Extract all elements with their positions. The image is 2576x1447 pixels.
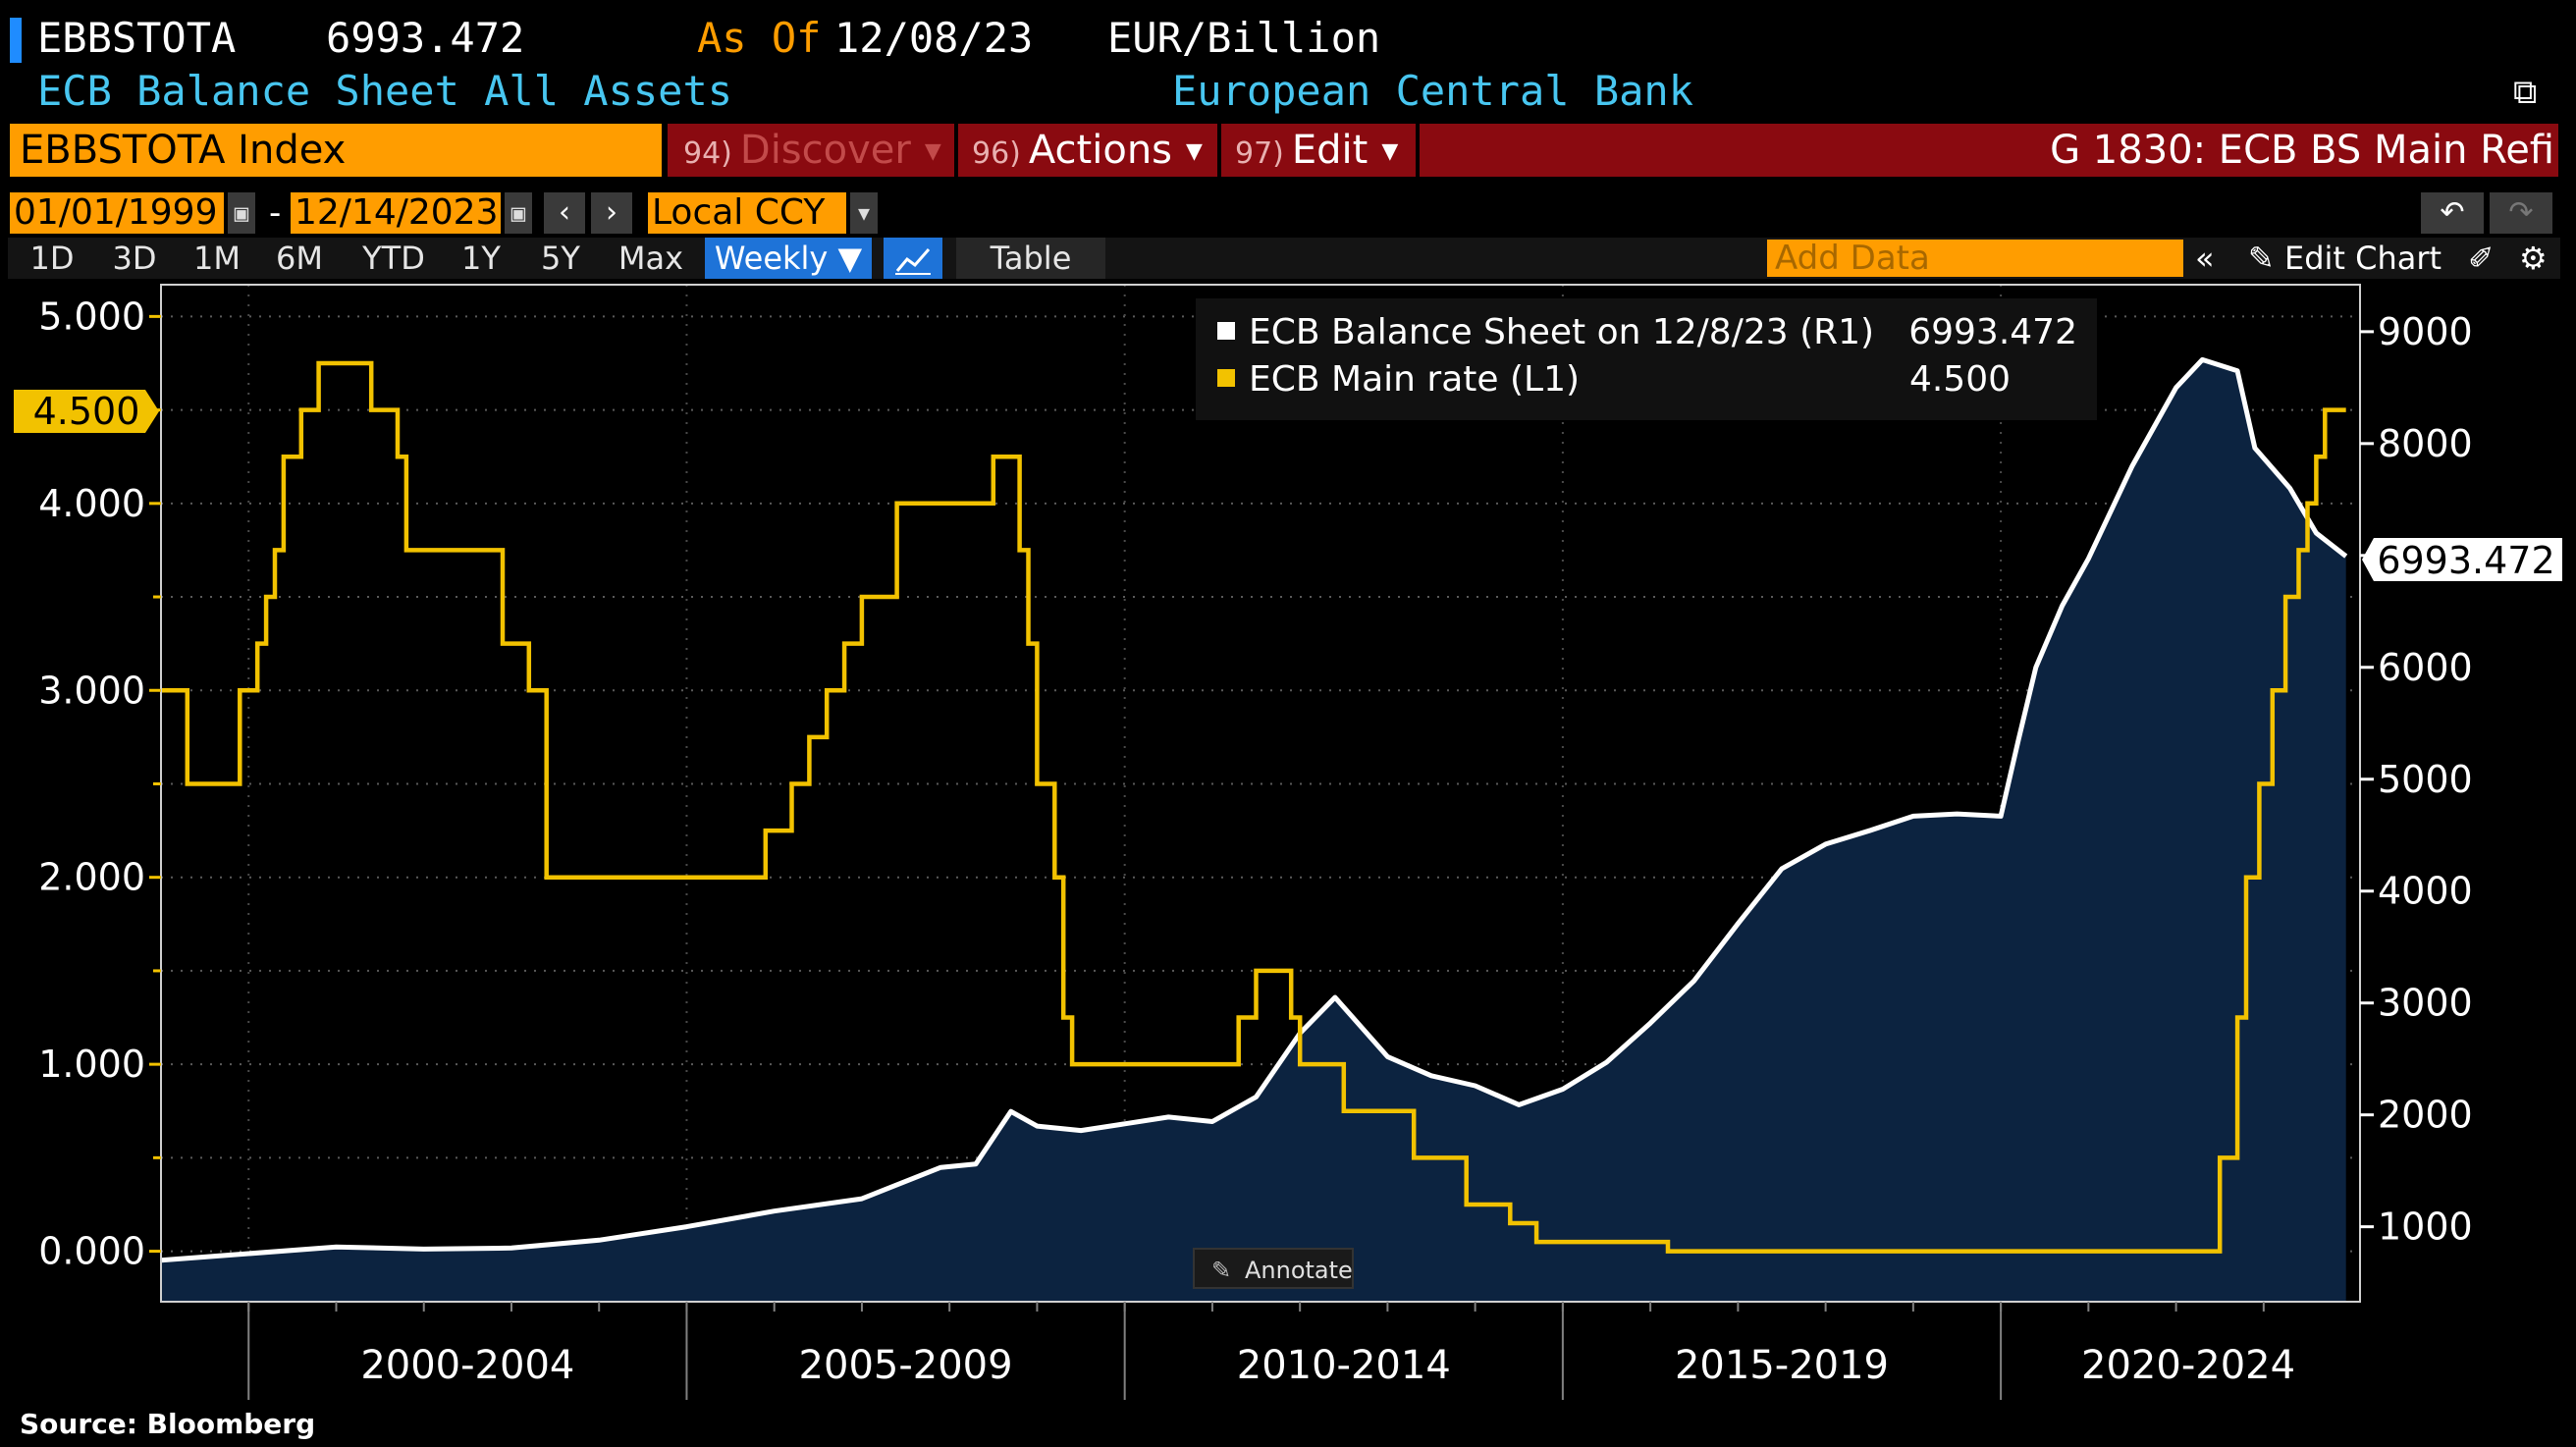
x-tick-label: 2020-2024 (2081, 1343, 2295, 1388)
right-tick-label: 5000 (2378, 758, 2473, 801)
date-separator: - (269, 193, 282, 233)
source-org: European Central Bank (1172, 67, 1694, 115)
source-note: Source: Bloomberg (20, 1408, 316, 1440)
start-date-input[interactable]: 01/01/1999 (10, 192, 224, 234)
currency-select[interactable]: Local CCY (648, 192, 846, 234)
collapse-icon[interactable]: « (2195, 240, 2215, 277)
line-chart-icon (895, 248, 931, 275)
frequency-select[interactable]: Weekly ▼ (705, 238, 872, 279)
as-of-label: As Of (697, 14, 822, 62)
edit-num: 97) (1235, 136, 1284, 171)
edit-icon[interactable]: ✐ (2468, 240, 2495, 277)
actions-label: Actions (1028, 128, 1173, 173)
divider (1416, 124, 1420, 177)
caret-down-icon[interactable]: ▼ (850, 192, 878, 234)
left-last-value: 4.500 (33, 390, 140, 433)
legend-label-main-rate: ECB Main rate (L1) (1249, 359, 1580, 400)
right-tick-label: 8000 (2378, 422, 2473, 465)
plot-frame (160, 284, 2361, 1303)
tab-ytd[interactable]: YTD (362, 240, 425, 277)
left-tick-label: 3.000 (38, 669, 145, 712)
security-field[interactable]: EBBSTOTA Index (10, 124, 662, 177)
right-tick-label: 9000 (2378, 310, 2473, 353)
caret-down-icon: ▼ (1186, 139, 1203, 164)
right-tick-label: 1000 (2378, 1206, 2473, 1249)
balance-sheet-line (160, 356, 2348, 1263)
legend: ECB Balance Sheet on 12/8/23 (R1) 6993.4… (1196, 298, 2097, 420)
edit-chart-label: Edit Chart (2283, 240, 2442, 277)
right-axis: 100020003000400050006000700080009000 (2360, 310, 2473, 1249)
legend-label-balance-sheet: ECB Balance Sheet on 12/8/23 (R1) (1249, 312, 1874, 352)
tab-max[interactable]: Max (617, 240, 684, 277)
calendar-icon[interactable]: ▣ (505, 192, 532, 234)
undo-icon[interactable]: ↶ (2421, 192, 2484, 234)
legend-value-main-rate: 4.500 (1909, 359, 2011, 400)
gear-icon[interactable]: ⚙ (2519, 240, 2548, 277)
divider (1217, 124, 1221, 177)
right-tick-label: 4000 (2378, 870, 2473, 913)
legend-swatch-balance-sheet (1217, 322, 1235, 340)
redo-icon[interactable]: ↷ (2490, 192, 2552, 234)
x-axis: 2000-2004 2005-2009 2010-2014 2015-2019 2020… (247, 1302, 2295, 1400)
edit-chart-button[interactable]: ✎ Edit Chart (2248, 238, 2442, 279)
chevron-left-icon[interactable]: ‹ (544, 192, 585, 234)
end-date-input[interactable]: 12/14/2023 (291, 192, 501, 234)
caret-down-icon: ▼ (1381, 139, 1399, 164)
right-last-value-tag: 6993.472 (2362, 538, 2562, 582)
legend-value-balance-sheet: 6993.472 (1908, 312, 2077, 352)
ticker: EBBSTOTA (37, 14, 237, 62)
tab-1y[interactable]: 1Y (461, 240, 501, 277)
last-value: 6993.472 (326, 14, 525, 62)
units: EUR/Billion (1107, 14, 1381, 62)
tab-1d[interactable]: 1D (29, 240, 75, 277)
x-tick-label: 2010-2014 (1237, 1343, 1451, 1388)
ticker-marker (10, 18, 22, 63)
right-last-value: 6993.472 (2377, 539, 2554, 582)
left-axis: 0.000 1.000 2.000 3.000 4.000 5.000 (38, 295, 161, 1273)
edit-label: Edit (1291, 128, 1368, 173)
tab-3d[interactable]: 3D (112, 240, 157, 277)
add-data-input[interactable]: Add Data (1767, 240, 2183, 277)
tab-5y[interactable]: 5Y (541, 240, 580, 277)
main-rate-line (161, 360, 2346, 1254)
x-tick-label: 2015-2019 (1675, 1343, 1889, 1388)
left-tick-label: 5.000 (38, 295, 145, 338)
caret-down-icon: ▼ (924, 139, 941, 164)
left-tick-label: 0.000 (38, 1230, 145, 1273)
annotate-label: Annotate (1245, 1257, 1353, 1284)
right-tick-label: 2000 (2378, 1094, 2473, 1137)
balance-sheet-area (161, 359, 2346, 1302)
as-of-date: 12/08/23 (834, 14, 1034, 62)
function-title: G 1830: ECB BS Main Refi (2050, 128, 2554, 173)
discover-menu[interactable]: 94) Discover ▼ (683, 124, 941, 177)
edit-menu[interactable]: 97) Edit ▼ (1235, 124, 1398, 177)
chevron-right-icon[interactable]: › (591, 192, 632, 234)
actions-menu[interactable]: 96) Actions ▼ (972, 124, 1203, 177)
right-tick-label: 6000 (2378, 646, 2473, 689)
right-tick-label: 3000 (2378, 982, 2473, 1025)
table-button[interactable]: Table (956, 238, 1105, 279)
discover-num: 94) (683, 136, 732, 171)
pencil-icon: ✎ (2248, 240, 2275, 277)
tab-6m[interactable]: 6M (276, 240, 323, 277)
left-tick-label: 2.000 (38, 856, 145, 899)
left-tick-label: 1.000 (38, 1043, 145, 1086)
left-tick-label: 4.000 (38, 482, 145, 525)
chart-type-icon[interactable] (884, 238, 942, 279)
calendar-icon[interactable]: ▣ (228, 192, 255, 234)
x-tick-label: 2000-2004 (360, 1343, 574, 1388)
actions-num: 96) (972, 136, 1021, 171)
tab-1m[interactable]: 1M (193, 240, 241, 277)
discover-label: Discover (739, 128, 911, 173)
x-tick-label: 2005-2009 (799, 1343, 1013, 1388)
annotate-button[interactable]: ✎ Annotate (1193, 1248, 1354, 1289)
popout-icon[interactable]: ⧉ (2513, 73, 2538, 112)
left-last-value-tag: 4.500 (14, 390, 159, 433)
pencil-icon: ✎ (1211, 1257, 1231, 1284)
divider (954, 124, 958, 177)
legend-swatch-main-rate (1217, 369, 1235, 387)
security-description: ECB Balance Sheet All Assets (37, 67, 733, 115)
function-bar (668, 124, 2558, 177)
